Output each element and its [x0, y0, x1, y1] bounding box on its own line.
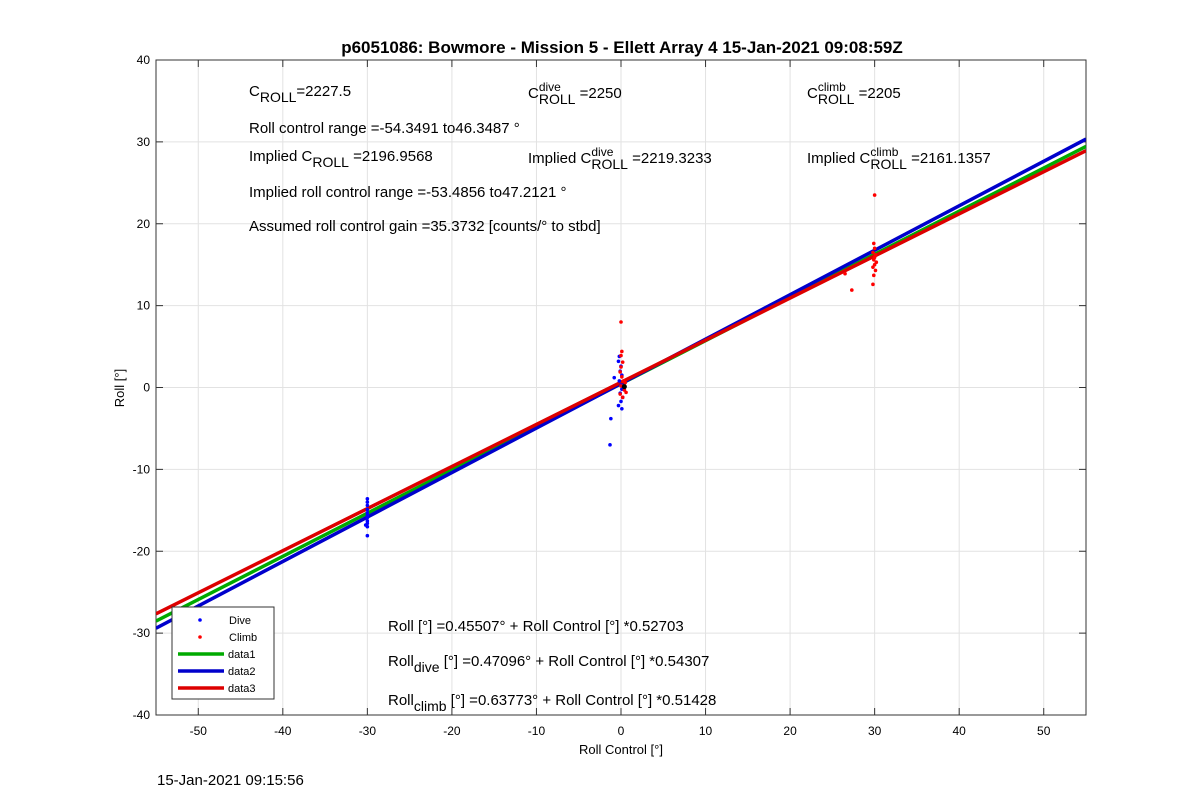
- x-axis-label: Roll Control [°]: [579, 742, 663, 757]
- y-axis-label: Roll [°]: [112, 369, 127, 407]
- y-tick-label: -30: [133, 626, 151, 640]
- origin-point: [621, 384, 627, 390]
- climb-point: [872, 246, 877, 251]
- y-tick-label: 20: [137, 217, 151, 231]
- x-tick-label: 10: [699, 724, 713, 738]
- x-tick-label: 50: [1037, 724, 1051, 738]
- implied-c-roll-annotation: Implied CROLL =2196.9568: [249, 148, 433, 170]
- climb-point: [871, 241, 876, 246]
- dive-point: [365, 497, 370, 501]
- chart-marks: [156, 137, 1086, 630]
- climb-point: [850, 288, 854, 292]
- axis-ticks: -50 -40 -30 -20 -10 0 10 20 30 40 50 -40 -30 -20 -10 0 1…: [133, 53, 1086, 738]
- climb-point: [618, 392, 622, 396]
- y-tick-label: 40: [137, 53, 151, 67]
- dive-point: [365, 500, 370, 504]
- climb-point: [619, 320, 623, 324]
- gain-annotation: Assumed roll control gain =35.3732 [coun…: [249, 218, 601, 235]
- x-tick-label: 40: [953, 724, 967, 738]
- chart-title: p6051086: Bowmore - Mission 5 - Ellett A…: [341, 38, 903, 57]
- x-tick-label: -50: [190, 724, 208, 738]
- x-tick-label: -30: [359, 724, 377, 738]
- dive-point: [608, 443, 612, 447]
- y-tick-label: -20: [133, 544, 151, 558]
- y-tick-label: -40: [133, 708, 151, 722]
- climb-point: [843, 271, 847, 276]
- c-roll-dive-annotation: Cdive ROLL =2250: [528, 80, 622, 107]
- dive-point: [620, 406, 624, 411]
- x-tick-label: 0: [618, 724, 625, 738]
- dive-point: [363, 523, 368, 527]
- legend: Dive Climb data1 data2 data3: [171, 606, 275, 700]
- climb-point: [871, 273, 876, 278]
- dive-point: [609, 416, 613, 421]
- climb-point: [871, 257, 876, 262]
- x-tick-label: -10: [528, 724, 546, 738]
- climb-point: [871, 282, 875, 287]
- x-tick-label: 30: [868, 724, 882, 738]
- legend-label: data2: [228, 666, 256, 678]
- dive-point: [619, 399, 623, 404]
- climb-point: [873, 268, 878, 273]
- x-tick-label: 20: [783, 724, 797, 738]
- x-tick-label: -20: [443, 724, 461, 738]
- climb-point: [624, 390, 628, 395]
- climb-point: [618, 370, 622, 374]
- climb-point: [871, 250, 875, 255]
- dive-point: [365, 515, 370, 520]
- legend-label: data3: [228, 683, 256, 695]
- x-tick-label: -40: [274, 724, 292, 738]
- roll-range-annotation: Roll control range =-54.3491 to46.3487 °: [249, 120, 520, 137]
- climb-point: [620, 395, 625, 400]
- climb-point: [623, 380, 628, 385]
- climb-point: [620, 375, 624, 379]
- fit-line-data3: [156, 149, 1086, 616]
- y-tick-label: 10: [137, 299, 151, 313]
- implied-c-roll-dive-annotation: Implied Cdive ROLL =2219.3233: [528, 145, 712, 172]
- dive-point: [365, 507, 370, 512]
- climb-point: [619, 353, 623, 358]
- climb-point: [871, 265, 875, 269]
- dive-point: [617, 379, 622, 383]
- legend-label: Dive: [229, 615, 251, 627]
- climb-point: [620, 349, 624, 354]
- y-tick-label: 0: [143, 381, 150, 395]
- equation-dive: Rolldive [°] =0.47096° + Roll Control [°…: [388, 653, 709, 675]
- implied-range-annotation: Implied roll control range =-53.4856 to4…: [249, 184, 566, 201]
- dive-point: [616, 403, 621, 408]
- chart-annotations: CROLL=2227.5 Cdive ROLL =2250 Cclimb ROLL =2…: [249, 80, 991, 714]
- climb-point: [620, 360, 625, 364]
- dive-point: [616, 359, 621, 364]
- dive-point: [365, 503, 370, 508]
- climb-point: [619, 365, 623, 369]
- equation-all: Roll [°] =0.45507° + Roll Control [°] *0…: [388, 618, 684, 635]
- y-tick-label: 30: [137, 135, 151, 149]
- legend-label: data1: [228, 649, 256, 661]
- dive-point: [612, 375, 617, 380]
- dive-point: [365, 533, 370, 538]
- legend-marker: [198, 618, 202, 622]
- c-roll-climb-annotation: Cclimb ROLL =2205: [807, 80, 901, 107]
- c-roll-annotation: CROLL=2227.5: [249, 83, 351, 105]
- footer-timestamp: 15-Jan-2021 09:15:56: [157, 772, 304, 789]
- climb-point: [872, 193, 877, 197]
- legend-marker: [198, 635, 202, 639]
- implied-c-roll-climb-annotation: Implied Cclimb ROLL =2161.1357: [807, 145, 991, 172]
- y-tick-label: -10: [133, 462, 151, 476]
- equation-climb: Rollclimb [°] =0.63773° + Roll Control […: [388, 692, 716, 714]
- legend-label: Climb: [229, 632, 257, 644]
